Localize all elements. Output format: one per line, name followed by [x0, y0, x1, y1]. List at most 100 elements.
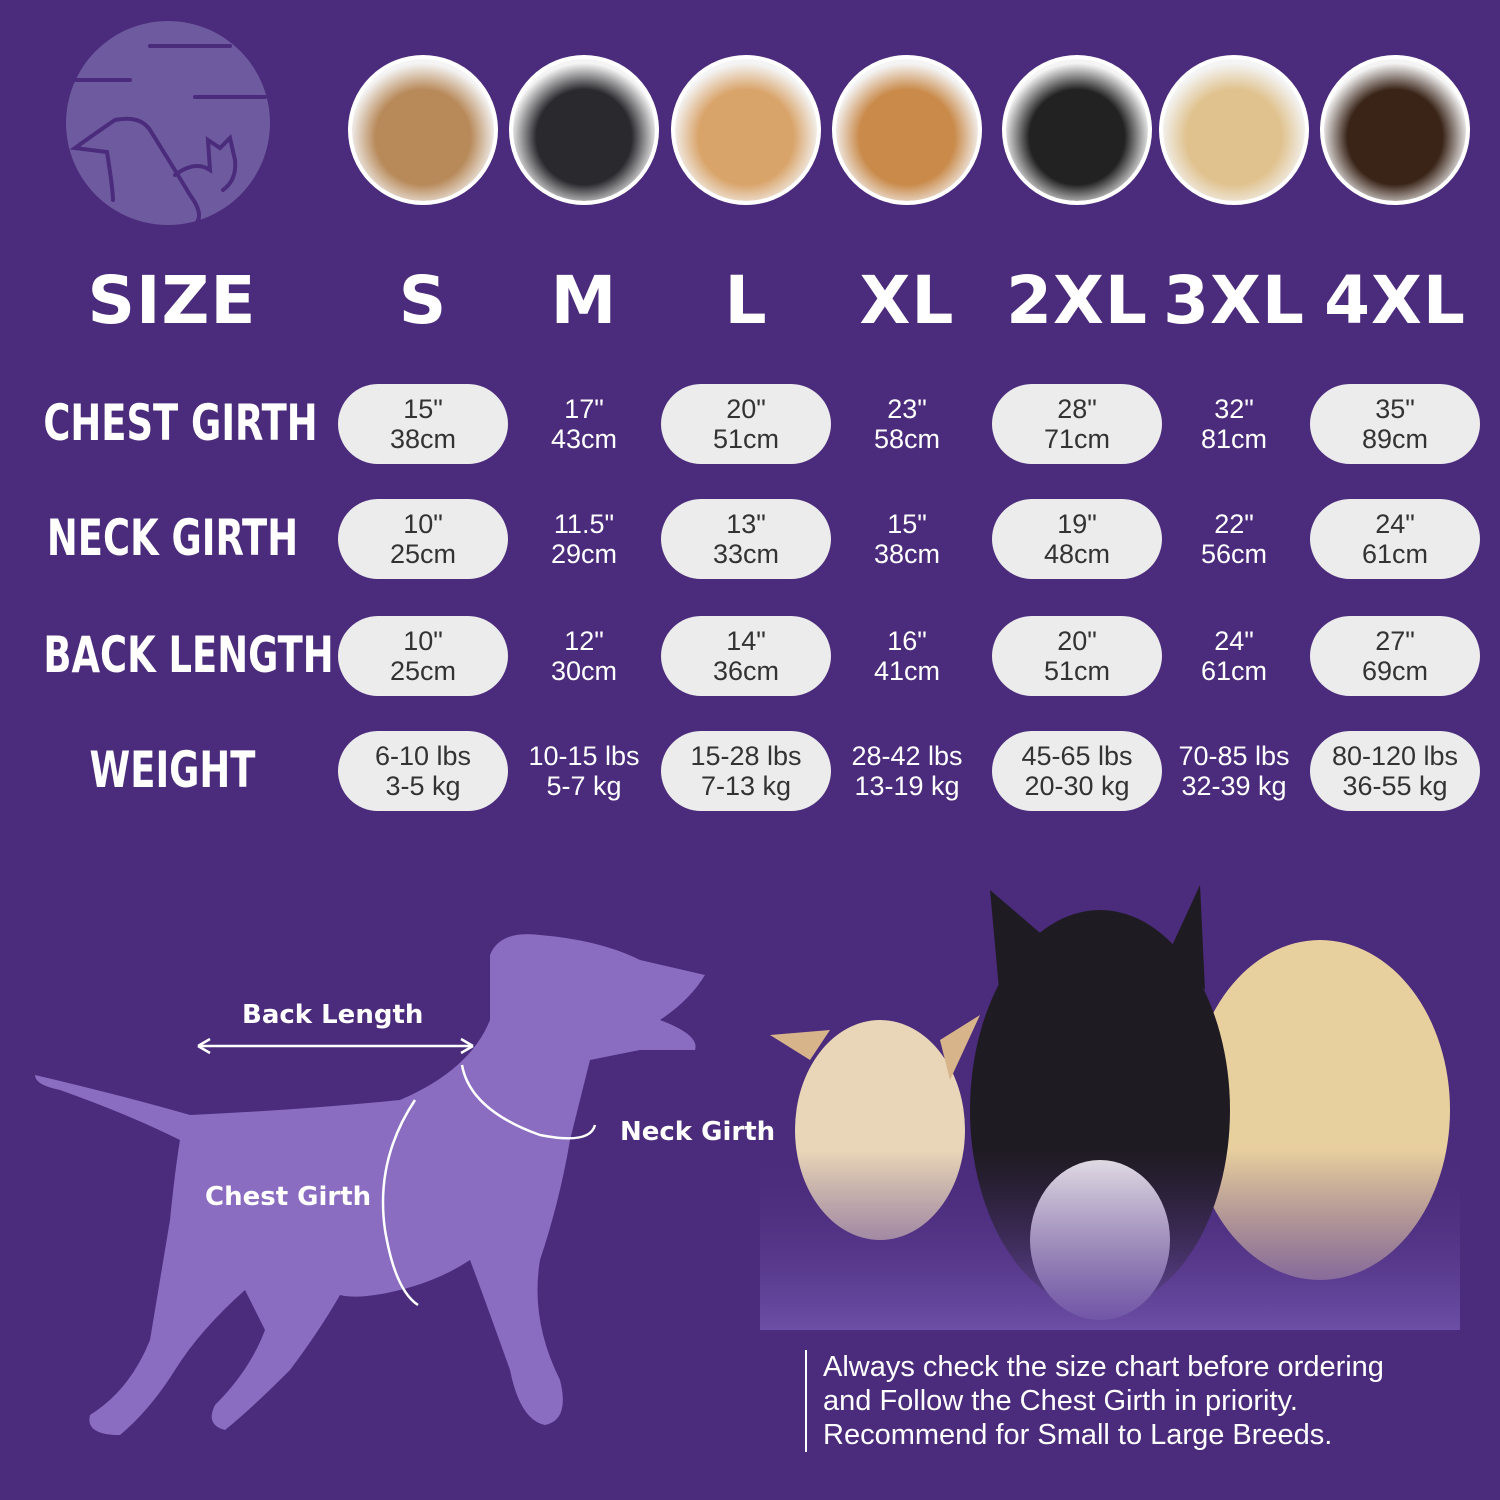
table-cell: 27" 69cm	[1310, 616, 1480, 696]
breed-photo-beagle	[832, 55, 982, 205]
cell-value: 41cm	[873, 656, 941, 686]
table-cell: 15-28 lbs 7-13 kg	[661, 731, 831, 811]
cell-value: 51cm	[712, 424, 780, 454]
cell-value: 32-39 kg	[1181, 771, 1287, 801]
cell-value: 69cm	[1361, 656, 1429, 686]
size-xl: XL	[859, 262, 955, 339]
note-line: Recommend for Small to Large Breeds.	[823, 1419, 1333, 1451]
cell-value: 56cm	[1200, 539, 1268, 569]
table-cell: 22" 56cm	[1149, 499, 1319, 579]
table-cell: 10-15 lbs 5-7 kg	[499, 731, 669, 811]
table-cell: 14" 36cm	[661, 616, 831, 696]
table-cell: 45-65 lbs 20-30 kg	[992, 731, 1162, 811]
cell-value: 48cm	[1043, 539, 1111, 569]
row-label: WEIGHT	[89, 741, 256, 799]
cell-value: 20"	[1057, 626, 1097, 656]
cell-value: 20-30 kg	[1024, 771, 1130, 801]
cell-value: 14"	[726, 626, 766, 656]
table-cell: 28" 71cm	[992, 384, 1162, 464]
cell-value: 5-7 kg	[546, 771, 622, 801]
cell-value: 71cm	[1043, 424, 1111, 454]
cell-value: 27"	[1375, 626, 1415, 656]
neck-girth-label: Neck Girth	[620, 1117, 776, 1147]
table-cell: 15" 38cm	[822, 499, 992, 579]
cell-value: 10"	[403, 626, 443, 656]
cell-value: 7-13 kg	[700, 771, 792, 801]
cell-value: 80-120 lbs	[1331, 741, 1459, 771]
cell-value: 25cm	[389, 656, 457, 686]
size-2xl: 2XL	[1006, 262, 1148, 339]
table-cell: 13" 33cm	[661, 499, 831, 579]
breed-photo-border-collie	[1002, 55, 1152, 205]
breed-photo-labrador	[1159, 55, 1309, 205]
cell-value: 38cm	[873, 539, 941, 569]
note-line: Always check the size chart before order…	[823, 1351, 1384, 1383]
table-cell: 11.5" 29cm	[499, 499, 669, 579]
table-cell: 20" 51cm	[661, 384, 831, 464]
cell-value: 23"	[887, 394, 927, 424]
cell-value: 30cm	[550, 656, 618, 686]
cell-value: 6-10 lbs	[374, 741, 472, 771]
row-label: CHEST GIRTH	[43, 394, 318, 452]
size-header: SIZE	[87, 262, 257, 339]
cell-value: 32"	[1214, 394, 1254, 424]
cell-value: 15-28 lbs	[690, 741, 802, 771]
cell-value: 28-42 lbs	[851, 741, 963, 771]
dogs-group-photo	[760, 880, 1460, 1330]
cell-value: 16"	[887, 626, 927, 656]
cell-value: 38cm	[389, 424, 457, 454]
table-cell: 24" 61cm	[1310, 499, 1480, 579]
table-cell: 35" 89cm	[1310, 384, 1480, 464]
table-cell: 70-85 lbs 32-39 kg	[1149, 731, 1319, 811]
table-cell: 23" 58cm	[822, 384, 992, 464]
cell-value: 10"	[403, 509, 443, 539]
cell-value: 58cm	[873, 424, 941, 454]
cell-value: 10-15 lbs	[528, 741, 640, 771]
table-cell: 15" 38cm	[338, 384, 508, 464]
cell-value: 20"	[726, 394, 766, 424]
cell-value: 35"	[1375, 394, 1415, 424]
cell-value: 24"	[1375, 509, 1415, 539]
row-label: NECK GIRTH	[46, 509, 299, 567]
cell-value: 11.5"	[553, 509, 615, 539]
cell-value: 70-85 lbs	[1178, 741, 1290, 771]
cell-value: 24"	[1214, 626, 1254, 656]
size-advice-note: Always check the size chart before order…	[805, 1350, 1384, 1452]
cell-value: 61cm	[1200, 656, 1268, 686]
cell-value: 17"	[564, 394, 604, 424]
cell-value: 45-65 lbs	[1021, 741, 1133, 771]
table-cell: 80-120 lbs 36-55 kg	[1310, 731, 1480, 811]
cell-value: 3-5 kg	[385, 771, 461, 801]
breed-photo-cocker-spaniel	[671, 55, 821, 205]
row-label: BACK LENGTH	[43, 626, 334, 684]
table-cell: 17" 43cm	[499, 384, 669, 464]
back-length-label: Back Length	[242, 1000, 424, 1030]
cell-value: 12"	[564, 626, 604, 656]
cell-value: 15"	[887, 509, 927, 539]
table-cell: 10" 25cm	[338, 499, 508, 579]
cell-value: 89cm	[1361, 424, 1429, 454]
dog-silhouette-diagram	[35, 934, 705, 1435]
table-cell: 19" 48cm	[992, 499, 1162, 579]
cell-value: 19"	[1057, 509, 1097, 539]
breed-photo-boston-terrier	[509, 55, 659, 205]
cell-value: 81cm	[1200, 424, 1268, 454]
table-cell: 10" 25cm	[338, 616, 508, 696]
chest-girth-label: Chest Girth	[205, 1182, 372, 1212]
note-line: and Follow the Chest Girth in priority.	[823, 1385, 1298, 1417]
cell-value: 43cm	[550, 424, 618, 454]
breed-photo-doberman	[1320, 55, 1470, 205]
cell-value: 22"	[1214, 509, 1254, 539]
table-cell: 32" 81cm	[1149, 384, 1319, 464]
cell-value: 61cm	[1361, 539, 1429, 569]
size-l: L	[724, 262, 768, 339]
cell-value: 36-55 kg	[1342, 771, 1448, 801]
cell-value: 13-19 kg	[854, 771, 960, 801]
size-m: M	[550, 262, 618, 339]
cell-value: 51cm	[1043, 656, 1111, 686]
cell-value: 28"	[1057, 394, 1097, 424]
table-cell: 16" 41cm	[822, 616, 992, 696]
table-cell: 24" 61cm	[1149, 616, 1319, 696]
cell-value: 36cm	[712, 656, 780, 686]
table-cell: 12" 30cm	[499, 616, 669, 696]
